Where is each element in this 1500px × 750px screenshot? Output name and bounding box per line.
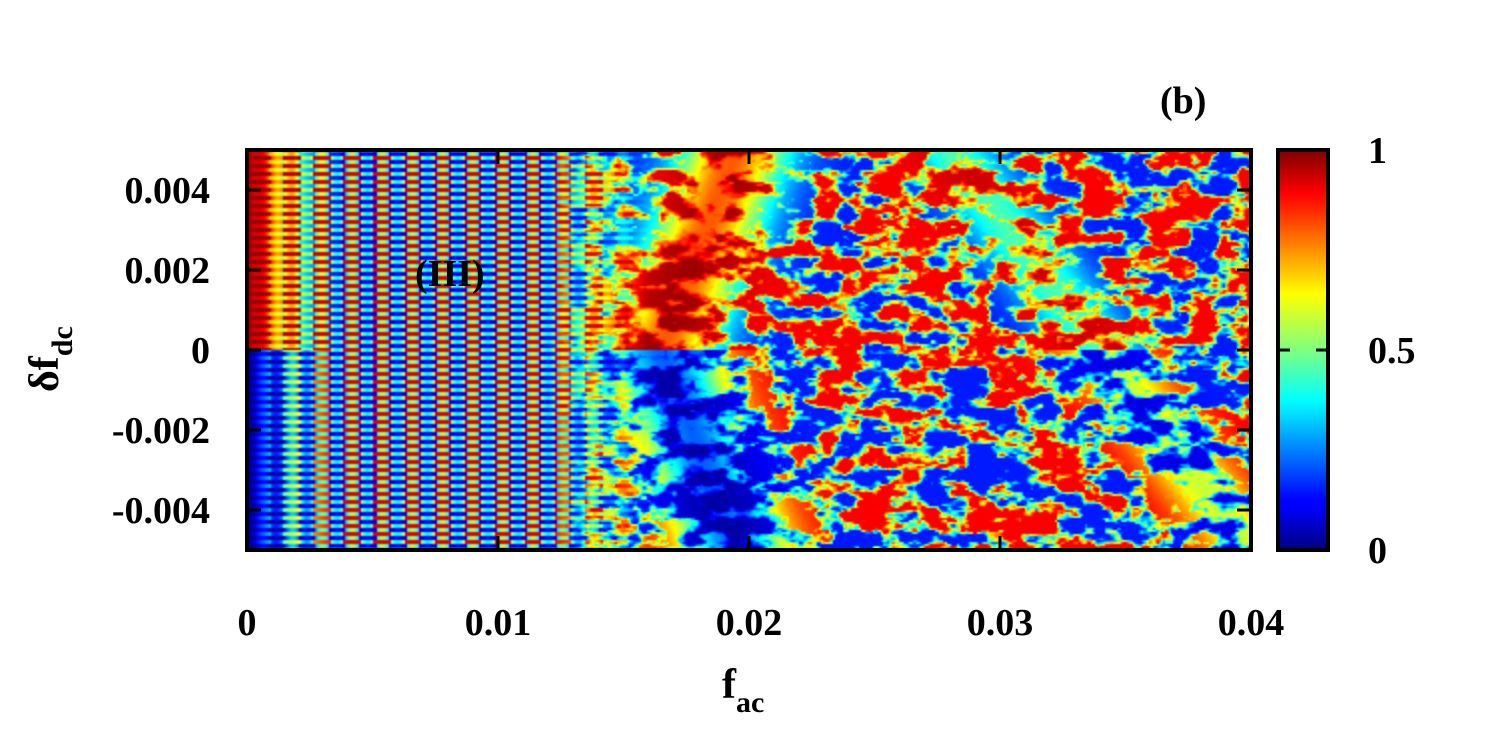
- x-tick-label: 0.04: [1218, 602, 1285, 644]
- x-axis-ticks: 0 0.01 0.02 0.03 0.04: [238, 150, 1285, 644]
- x-tick-label: 0.03: [967, 602, 1034, 644]
- colorbar-tick-label: 0.5: [1368, 330, 1416, 372]
- y-axis-title: δfdc: [22, 326, 79, 392]
- region-label: (III): [415, 253, 485, 295]
- y-axis-ticks: 0.004 0.002 0 -0.002 -0.004: [112, 170, 1251, 532]
- panel-label: (b): [1160, 80, 1206, 122]
- colorbar-ticks: 10.50: [1278, 130, 1416, 572]
- y-tick-label: 0.004: [125, 170, 211, 212]
- heatmap-area: [247, 150, 1251, 550]
- colorbar-tick-label: 0: [1368, 530, 1387, 572]
- y-tick-label: -0.004: [112, 490, 210, 532]
- x-tick-label: 0.02: [716, 602, 783, 644]
- x-tick-label: 0.01: [465, 602, 532, 644]
- y-tick-label: -0.002: [112, 410, 210, 452]
- y-tick-label: 0: [191, 330, 210, 372]
- x-tick-label: 0: [238, 602, 257, 644]
- x-axis-title: fac: [722, 662, 764, 719]
- colorbar-tick-label: 1: [1368, 130, 1387, 172]
- y-tick-label: 0.002: [125, 250, 211, 292]
